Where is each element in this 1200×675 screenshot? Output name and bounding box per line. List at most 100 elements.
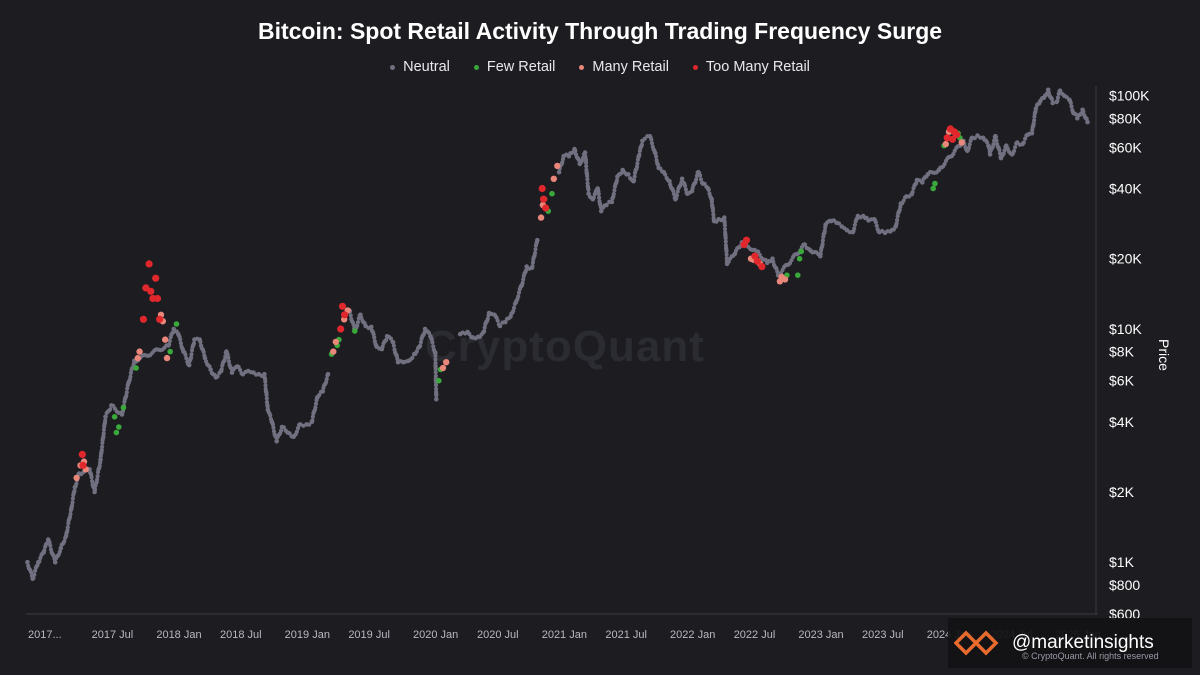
point-neutral-fill [516, 294, 521, 299]
y-tick-label: $8K [1109, 344, 1135, 360]
point-many-retail [73, 474, 80, 482]
point-neutral-fill [433, 383, 439, 388]
point-neutral-fill [597, 195, 602, 200]
point-neutral-fill [910, 190, 915, 195]
point-neutral-fill [1057, 89, 1062, 94]
point-neutral-fill [530, 260, 536, 265]
point-neutral-fill [966, 145, 972, 150]
point-neutral-fill [724, 249, 729, 254]
point-neutral-fill [97, 463, 102, 468]
point-neutral-fill [711, 212, 716, 217]
point-neutral-fill [1049, 97, 1055, 102]
point-neutral-fill [698, 173, 703, 178]
point-neutral-fill [63, 535, 68, 541]
point-neutral-fill [524, 268, 529, 273]
point-neutral-fill [511, 309, 516, 314]
point-neutral-fill [684, 190, 689, 195]
point-neutral-fill [89, 475, 94, 480]
point-neutral-fill [1033, 109, 1038, 114]
point-neutral-fill [985, 140, 990, 145]
point-neutral-fill [201, 349, 206, 355]
point-neutral-fill [388, 336, 393, 341]
point-neutral-fill [775, 269, 780, 274]
point-neutral-fill [614, 178, 620, 183]
point-neutral-fill [674, 193, 680, 198]
y-tick-label: $20K [1109, 251, 1142, 267]
point-neutral-fill [726, 259, 731, 264]
point-neutral-fill [806, 246, 811, 251]
point-neutral-fill [585, 177, 590, 182]
point-neutral-fill [869, 217, 874, 222]
point-neutral-fill [268, 413, 273, 418]
point-neutral-fill [885, 229, 890, 234]
point-neutral-fill [238, 367, 243, 373]
point-neutral-fill [584, 160, 589, 165]
point-neutral-fill [1002, 148, 1007, 153]
point-neutral-fill [852, 226, 857, 231]
legend-item-many-retail[interactable]: Many Retail [579, 59, 669, 75]
point-neutral-fill [895, 218, 900, 223]
point-neutral-fill [560, 157, 566, 162]
point-too-many-retail [78, 450, 86, 458]
point-neutral-fill [377, 346, 382, 351]
point-neutral-fill [521, 277, 526, 282]
point-neutral-fill [852, 222, 858, 227]
legend-item-neutral[interactable]: Neutral [390, 59, 450, 75]
point-neutral-fill [485, 316, 490, 321]
point-neutral-fill [178, 337, 183, 342]
point-neutral-fill [486, 313, 491, 318]
point-neutral-fill [307, 422, 312, 427]
legend-item-few-retail[interactable]: Few Retail [473, 59, 555, 75]
point-neutral-fill [380, 344, 385, 349]
point-neutral-fill [972, 136, 977, 141]
point-few-retail [795, 272, 801, 279]
point-neutral-fill [823, 225, 828, 230]
point-neutral-fill [752, 247, 757, 252]
cryptoquant-logo-icon [954, 630, 999, 656]
point-neutral-fill [711, 208, 716, 214]
point-neutral-fill [98, 460, 103, 465]
point-neutral-fill [124, 390, 129, 395]
x-tick-label: 2023 Jan [798, 629, 843, 641]
point-neutral-fill [226, 355, 231, 360]
point-many-retail [781, 276, 789, 283]
data-points [25, 87, 1090, 581]
point-neutral-fill [527, 266, 532, 271]
point-neutral-fill [68, 511, 73, 517]
point-neutral-fill [1068, 100, 1073, 105]
point-neutral-fill [295, 426, 301, 431]
legend-dot-neutral [390, 64, 396, 70]
point-neutral-fill [624, 172, 629, 177]
point-neutral-fill [233, 365, 238, 370]
point-neutral-fill [279, 428, 284, 433]
point-neutral-fill [855, 216, 860, 221]
legend-label-neutral: Neutral [403, 59, 450, 75]
point-neutral-fill [708, 195, 714, 200]
y-tick-label: $6K [1109, 373, 1135, 389]
point-neutral-fill [714, 219, 719, 224]
point-neutral-fill [584, 164, 589, 169]
point-few-retail [930, 185, 936, 192]
x-tick-label: 2019 Jul [348, 629, 390, 641]
point-neutral-fill [858, 215, 863, 220]
point-neutral-fill [924, 174, 929, 179]
point-neutral-fill [560, 160, 565, 165]
point-neutral-fill [934, 170, 939, 175]
point-neutral-fill [827, 218, 832, 223]
chart-title: Bitcoin: Spot Retail Activity Through Tr… [257, 18, 943, 44]
point-neutral-fill [978, 135, 983, 140]
legend-item-too-many-retail[interactable]: Too Many Retail [692, 59, 810, 75]
point-neutral-fill [215, 374, 220, 379]
point-neutral-fill [902, 195, 908, 200]
point-neutral-fill [70, 500, 75, 505]
point-neutral-fill [763, 257, 768, 263]
point-neutral-fill [607, 199, 612, 204]
point-neutral-fill [68, 508, 73, 513]
point-neutral-fill [653, 151, 658, 156]
point-too-many-retail [742, 236, 751, 244]
point-neutral-fill [180, 347, 185, 352]
point-neutral [722, 215, 727, 220]
point-neutral-fill [564, 152, 569, 157]
point-neutral-fill [95, 474, 100, 479]
point-neutral-fill [362, 321, 367, 326]
